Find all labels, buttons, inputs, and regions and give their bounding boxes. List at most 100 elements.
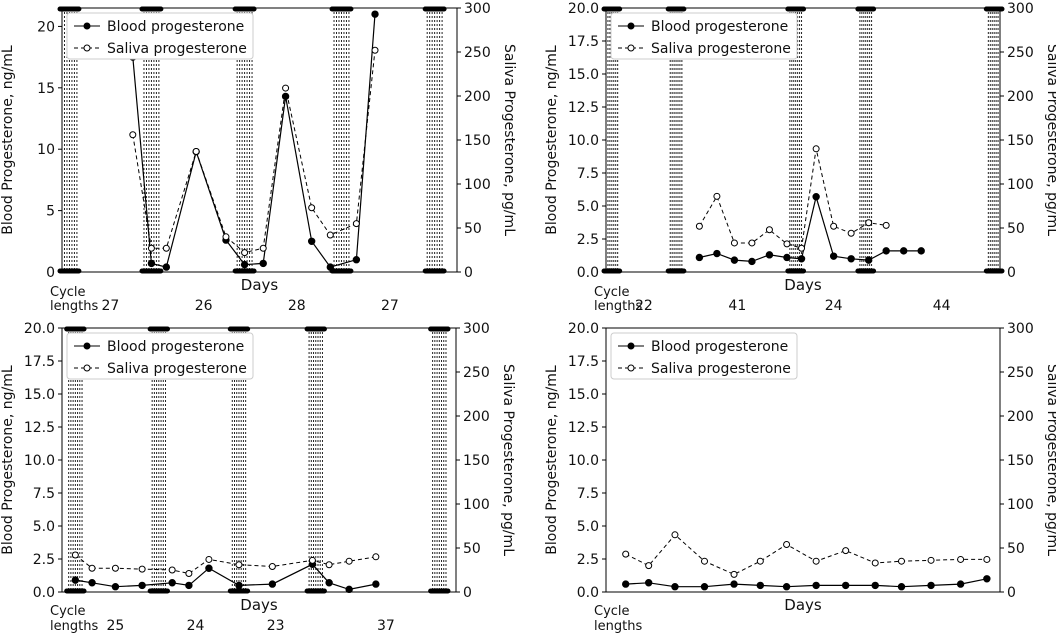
data-point-saliva (88, 564, 96, 572)
data-point-saliva (830, 222, 838, 230)
data-point-blood (730, 256, 739, 264)
legend-entry: Saliva progesterone (651, 41, 791, 57)
data-point-saliva (282, 84, 290, 92)
data-point-saliva (325, 561, 333, 569)
legend-entry: Blood progesterone (107, 339, 244, 355)
data-point-blood (695, 253, 704, 262)
data-point-blood (756, 581, 765, 590)
data-point-blood (88, 579, 96, 587)
data-point-saliva (111, 564, 119, 572)
data-point-blood (917, 247, 925, 255)
data-point-blood (372, 580, 380, 588)
data-point-saliva (748, 239, 756, 247)
y-left-tick-label: 20 (37, 19, 55, 35)
y-left-tick-label: 20.0 (24, 321, 55, 337)
data-point-blood (147, 259, 156, 268)
data-point-blood (307, 237, 316, 246)
legend-marker (627, 22, 635, 30)
menses-band-4 (428, 326, 451, 594)
data-point-blood (71, 576, 80, 584)
y-left-tick-label: 15.0 (568, 67, 599, 83)
data-point-saliva (308, 204, 316, 212)
y-left-tick-label: 10.0 (568, 453, 599, 469)
y-left-tick-label: 2.5 (33, 552, 55, 568)
data-point-saliva (957, 555, 965, 563)
data-point-blood (352, 256, 361, 264)
legend-box (610, 12, 798, 60)
legend-entry: Blood progesterone (651, 19, 788, 35)
y-right-tick-label: 250 (463, 365, 490, 381)
y-right-tick-label: 100 (463, 497, 490, 513)
series-line-saliva (625, 534, 987, 575)
y-left-axis-label: Blood Progesterone, ng/mL (0, 365, 16, 555)
data-point-saliva (798, 244, 806, 252)
legend-marker (627, 342, 635, 350)
data-point-saliva (222, 233, 230, 241)
y-left-tick-label: 2.5 (577, 552, 599, 568)
y-right-tick-label: 200 (463, 409, 490, 425)
y-right-tick-label: 250 (1007, 45, 1034, 61)
data-point-saliva (812, 145, 820, 153)
y-right-axis-label: Saliva Progesterone, pg/mL (501, 44, 517, 236)
data-point-blood (782, 583, 791, 591)
cycle-length-label: 24 (187, 618, 205, 634)
data-point-blood (765, 251, 774, 259)
x-axis-label: Days (784, 276, 822, 294)
data-point-saliva (871, 559, 879, 567)
x-axis-label: Days (240, 596, 278, 614)
data-point-blood (897, 583, 906, 591)
y-left-tick-label: 20.0 (568, 321, 599, 337)
data-point-saliva (701, 557, 708, 565)
data-point-blood (259, 259, 267, 268)
data-point-blood (841, 581, 850, 590)
y-left-tick-label: 2.5 (577, 232, 599, 248)
y-right-tick-label: 250 (1007, 365, 1034, 381)
data-point-blood (847, 255, 855, 263)
y-left-tick-label: 0.0 (577, 585, 599, 601)
y-left-tick-label: 15 (37, 81, 55, 97)
x-axis-label: Days (784, 596, 822, 614)
data-point-saliva (129, 131, 137, 139)
data-point-saliva (345, 557, 353, 565)
y-right-tick-label: 100 (1007, 177, 1034, 193)
y-left-tick-label: 10 (37, 142, 55, 158)
data-point-saliva (326, 231, 334, 239)
y-right-tick-label: 0 (1007, 265, 1016, 281)
y-left-tick-label: 10.0 (24, 453, 55, 469)
cycle-length-label: 26 (195, 298, 213, 314)
y-right-tick-label: 0 (463, 585, 472, 601)
x-axis-label: Days (241, 276, 279, 294)
data-point-saliva (371, 46, 379, 54)
legend-entry: Saliva progesterone (107, 361, 247, 377)
data-point-saliva (983, 555, 991, 563)
y-right-tick-label: 200 (464, 89, 491, 105)
cycle-header-line1: Cycle (50, 604, 86, 619)
menses-band-3 (304, 326, 327, 594)
data-point-saliva (205, 555, 213, 563)
data-point-saliva (147, 244, 155, 252)
y-left-tick-label: 12.5 (24, 420, 55, 436)
y-right-tick-label: 150 (1007, 453, 1034, 469)
y-right-tick-label: 300 (464, 1, 491, 17)
data-point-blood (111, 583, 120, 591)
data-point-saliva (268, 562, 276, 570)
y-left-tick-label: 7.5 (577, 166, 599, 182)
data-point-blood (797, 255, 806, 263)
data-point-saliva (671, 531, 679, 539)
legend-marker (627, 364, 635, 372)
cycle-length-label: 44 (933, 298, 951, 314)
y-left-tick-label: 5.0 (33, 519, 55, 535)
data-point-saliva (695, 222, 703, 230)
data-point-saliva (168, 566, 176, 574)
cycle-length-label: 24 (825, 298, 843, 314)
y-right-tick-label: 300 (463, 321, 490, 337)
data-point-saliva (241, 249, 249, 257)
data-point-blood (644, 579, 653, 587)
y-right-tick-label: 200 (1007, 89, 1034, 105)
y-left-tick-label: 20.0 (568, 1, 599, 17)
legend-marker (83, 364, 91, 372)
cycle-length-label: 22 (635, 298, 653, 314)
y-left-tick-label: 12.5 (568, 420, 599, 436)
